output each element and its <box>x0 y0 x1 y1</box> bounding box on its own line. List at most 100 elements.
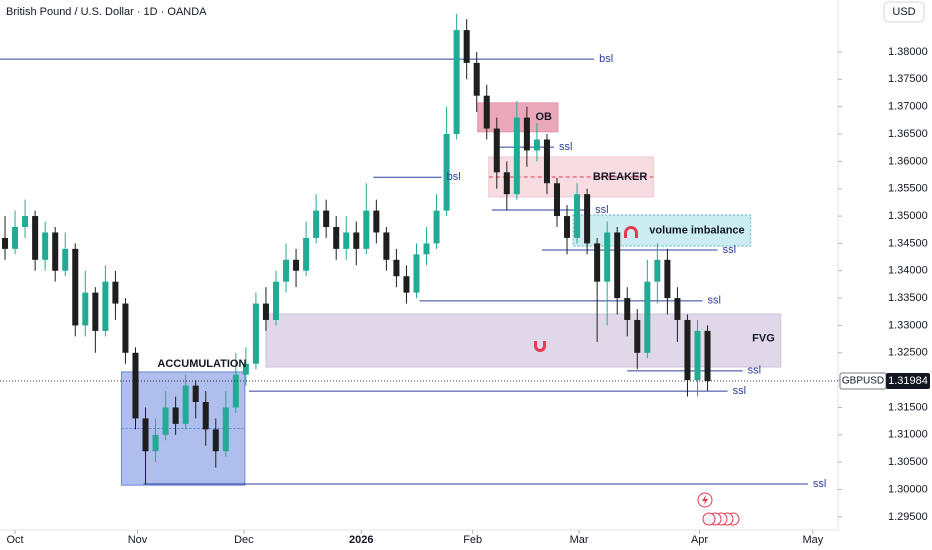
candle-body <box>142 418 149 452</box>
y-tick-label: 1.36500 <box>888 128 928 140</box>
candle-body <box>413 254 420 293</box>
candle-body <box>222 407 229 452</box>
currency-button[interactable] <box>883 1 925 23</box>
candle-body <box>453 30 460 135</box>
candle-body <box>664 259 671 299</box>
x-tick-label: Mar <box>570 534 589 546</box>
y-tick-label: 1.36000 <box>888 155 928 167</box>
candle-body <box>574 194 581 238</box>
y-tick-label: 1.37500 <box>888 73 928 85</box>
candle-body <box>654 259 661 282</box>
y-tick-label: 1.31000 <box>888 429 928 441</box>
candle-body <box>272 281 279 320</box>
candle-body <box>32 216 39 260</box>
level-label: bsl <box>447 171 461 183</box>
candle-body <box>2 237 9 249</box>
y-tick-label: 1.33000 <box>888 319 928 331</box>
candle-body <box>503 172 510 195</box>
candle-body <box>283 259 290 282</box>
candle-body <box>252 303 259 364</box>
candle-body <box>202 402 209 430</box>
candle-body <box>543 139 550 184</box>
candle-body <box>132 352 139 419</box>
candle-body <box>242 363 249 375</box>
zone-label: FVG <box>752 332 775 344</box>
candle-body <box>373 210 380 233</box>
zone-label: OB <box>535 111 552 123</box>
candle-body <box>303 237 310 271</box>
x-tick-label: Nov <box>128 534 148 546</box>
candle-body <box>333 226 340 249</box>
y-tick-label: 1.34500 <box>888 237 928 249</box>
candle-body <box>172 407 179 424</box>
candle-body <box>614 232 621 299</box>
x-tick-label: Apr <box>691 534 708 546</box>
candle-body <box>443 134 450 211</box>
y-tick-label: 1.29500 <box>888 511 928 523</box>
candle-body <box>393 259 400 277</box>
x-tick-label: Dec <box>234 534 254 546</box>
candle-body <box>684 319 691 381</box>
candle-body <box>513 117 520 195</box>
x-tick-label: May <box>803 534 824 546</box>
candle-body <box>52 232 59 271</box>
y-tick-label: 1.38000 <box>888 46 928 58</box>
candle-body <box>182 385 189 424</box>
y-tick-label: 1.35000 <box>888 210 928 222</box>
chart-title: British Pound / U.S. Dollar · 1D · OANDA <box>6 6 207 18</box>
last-price-tag <box>886 373 930 390</box>
candle-body <box>644 281 651 353</box>
candle-body <box>624 298 631 320</box>
x-tick-label: 2026 <box>349 534 373 546</box>
zone-label: BREAKER <box>593 171 647 183</box>
level-label: ssl <box>708 295 721 307</box>
level-label: ssl <box>559 141 572 153</box>
candle-body <box>533 139 540 151</box>
candle-body <box>694 330 701 381</box>
candle-body <box>92 292 99 331</box>
candle-body <box>523 117 530 151</box>
zone <box>572 214 752 247</box>
magnet-icon <box>534 341 546 352</box>
zone <box>265 313 782 368</box>
symbol-label: GBPUSD <box>842 376 884 387</box>
candle-body <box>42 232 49 260</box>
candle-body <box>584 194 591 244</box>
candle-body <box>262 303 269 320</box>
candle-body <box>674 298 681 320</box>
level-label: ssl <box>733 385 746 397</box>
candle-body <box>473 62 480 96</box>
x-tick-label: Oct <box>6 534 23 546</box>
candle-body <box>102 281 109 331</box>
candle-body <box>192 385 199 403</box>
y-tick-label: 1.32500 <box>888 347 928 359</box>
y-tick-label: 1.33500 <box>888 292 928 304</box>
candle-body <box>162 407 169 435</box>
candle-body <box>594 243 601 282</box>
candle-body <box>12 226 19 249</box>
candle-body <box>423 243 430 255</box>
candle-body <box>232 374 239 408</box>
candle-body <box>493 128 500 173</box>
candle-body <box>313 210 320 238</box>
candle-body <box>704 330 711 382</box>
candle-body <box>122 303 129 353</box>
candle-body <box>22 216 29 227</box>
y-tick-label: 1.37000 <box>888 101 928 113</box>
level-label: bsl <box>599 53 613 65</box>
candle-body <box>433 210 440 244</box>
candle-body <box>483 95 490 129</box>
candle-body <box>82 292 89 326</box>
candle-body <box>363 210 370 249</box>
plot: ACCUMULATION FVG BREAKER OB volume imbalance… <box>0 13 838 490</box>
zone-label: volume imbalance <box>649 224 744 236</box>
magnet-icon <box>624 226 638 238</box>
last-price-label: 1.31984 <box>888 375 928 387</box>
candle-body <box>72 248 79 326</box>
x-tick-label: Feb <box>463 534 482 546</box>
level-label: ssl <box>813 478 826 490</box>
y-tick-label: 1.30000 <box>888 483 928 495</box>
candle-body <box>112 281 119 304</box>
event-icons <box>697 492 740 526</box>
